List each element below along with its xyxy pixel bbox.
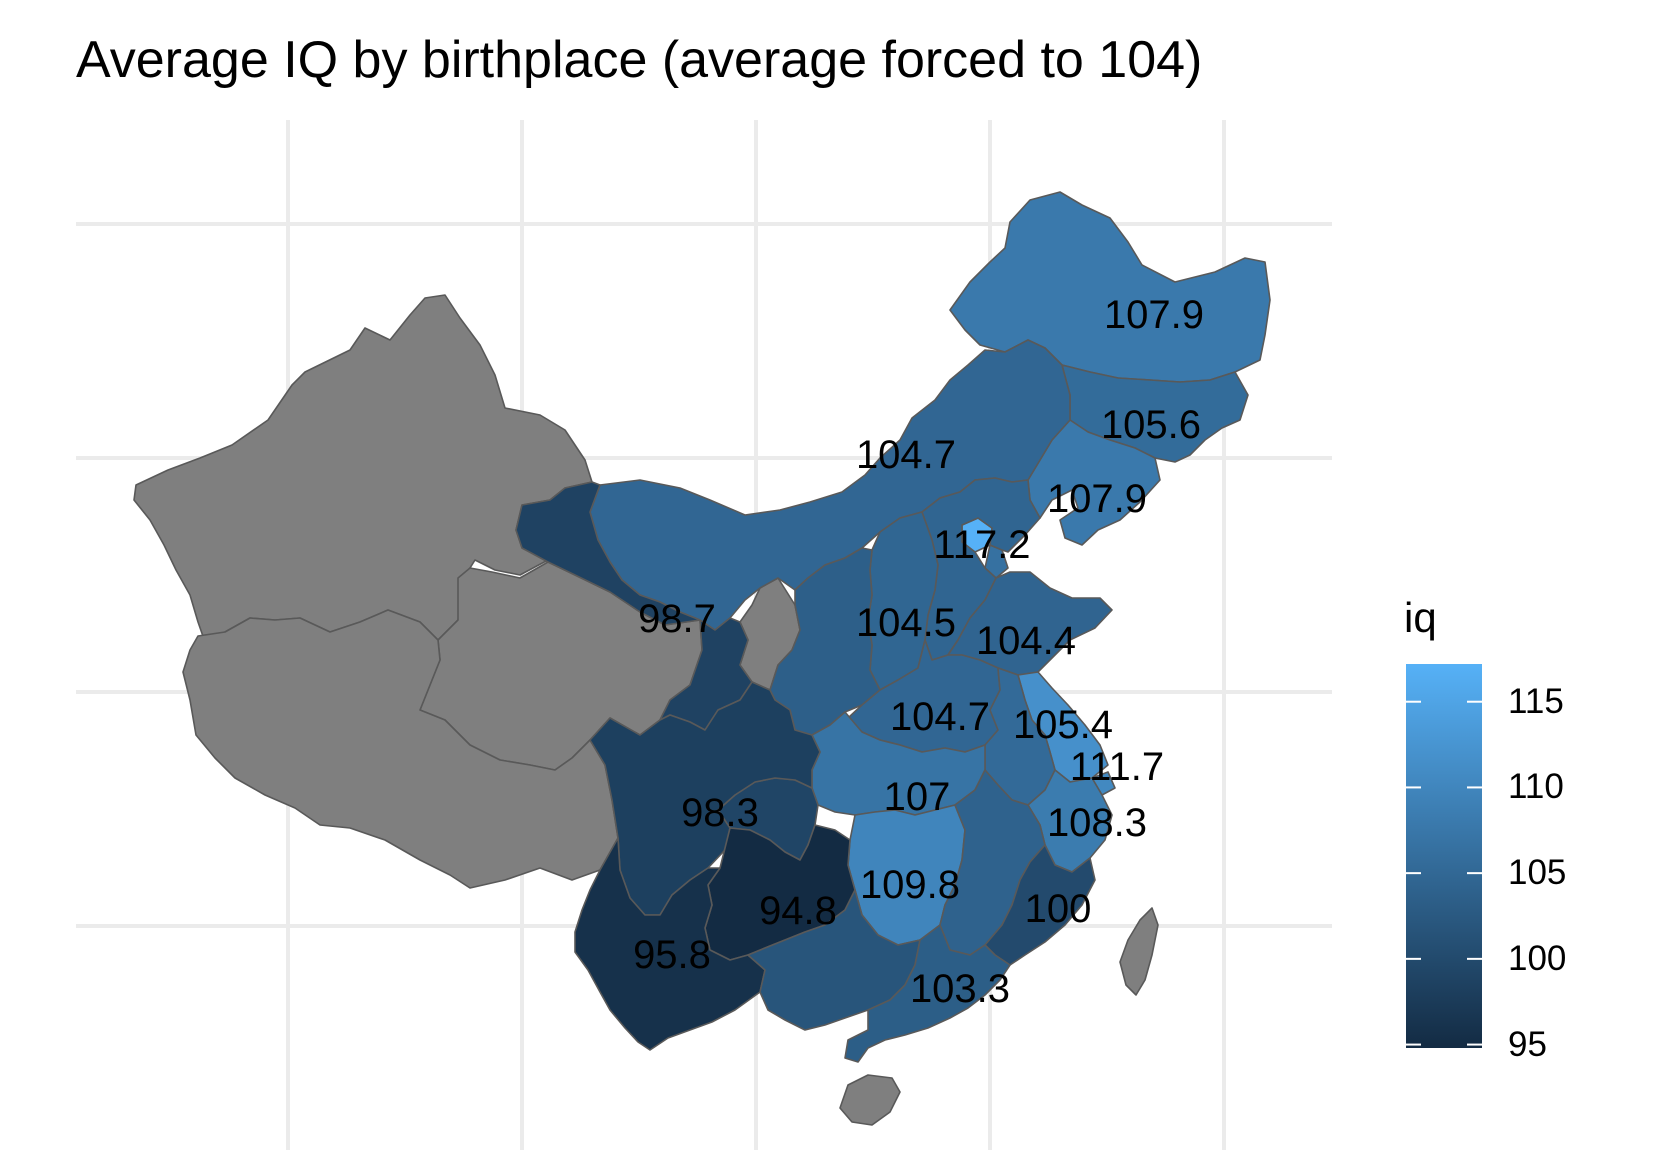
label-fujian: 100	[1025, 887, 1092, 931]
label-hunan: 109.8	[860, 863, 960, 907]
region-hainan	[839, 1074, 901, 1126]
legend-title: iq	[1404, 594, 1437, 641]
legend-tick-label: 100	[1508, 938, 1567, 978]
label-shandong: 104.4	[976, 619, 1076, 663]
label-anhui: 105.4	[1013, 703, 1113, 747]
color-legend	[1406, 664, 1482, 1048]
label-hubei: 107	[884, 775, 951, 819]
label-henan: 104.7	[890, 695, 990, 739]
label-sichuan: 98.3	[681, 791, 759, 835]
legend-tick-label: 110	[1508, 767, 1564, 807]
label-gansu: 98.7	[638, 597, 716, 641]
label-liaoning: 107.9	[1047, 477, 1147, 521]
label-yunnan: 95.8	[633, 933, 711, 977]
label-zhejiang: 108.3	[1047, 801, 1147, 845]
label-inner-mongolia: 104.7	[856, 433, 956, 477]
region-guangdong	[844, 924, 1011, 1063]
label-guizhou: 94.8	[759, 889, 837, 933]
region-fujian	[984, 844, 1096, 966]
label-hebei: 104.5	[856, 601, 956, 645]
region-taiwan	[1119, 907, 1159, 996]
region-shandong	[947, 571, 1113, 676]
map-title: Average IQ by birthplace (average forced…	[76, 31, 1203, 89]
label-jilin: 105.6	[1101, 403, 1201, 447]
legend-color-bar	[1406, 664, 1482, 1048]
legend-tick-label: 115	[1508, 681, 1564, 721]
region-labels: 107.9 105.6 107.9 104.7 117.2 104.5 104.…	[633, 293, 1204, 1011]
legend-tick-label: 95	[1508, 1024, 1547, 1064]
legend-tick-label: 105	[1508, 853, 1567, 893]
label-heilongjiang: 107.9	[1104, 293, 1204, 337]
label-guangdong: 103.3	[910, 967, 1010, 1011]
label-jiangsu: 111.7	[1070, 745, 1164, 789]
label-beijing: 117.2	[933, 523, 1030, 567]
